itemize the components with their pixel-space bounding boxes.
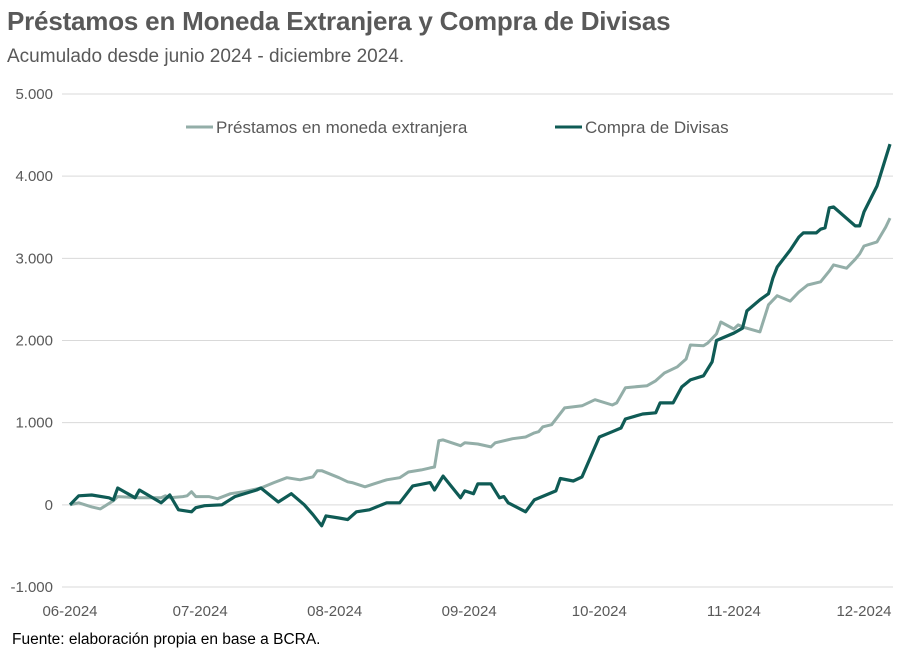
- y-tick-label: 4.000: [15, 168, 53, 185]
- y-axis-ticks: -1.000 0 1.000 2.000 3.000 4.000 5.000: [10, 86, 53, 596]
- series-line-prestamos: [69, 217, 892, 511]
- legend-label: Préstamos en moneda extranjera: [216, 118, 468, 137]
- y-tick-label: 0: [45, 497, 53, 514]
- x-tick-label: 07-2024: [173, 603, 228, 620]
- legend-label: Compra de Divisas: [585, 118, 729, 137]
- x-axis-ticks: 06-2024 07-2024 08-2024 09-2024 10-2024 11-20…: [42, 603, 891, 620]
- y-tick-label: -1.000: [10, 579, 53, 596]
- y-tick-label: 3.000: [15, 250, 53, 267]
- chart-subtitle: Acumulado desde junio 2024 - diciembre 2…: [7, 46, 405, 67]
- x-tick-label: 10-2024: [572, 603, 627, 620]
- x-tick-label: 08-2024: [307, 603, 362, 620]
- x-tick-label: 06-2024: [42, 603, 97, 620]
- series-line-compra-divisas: [68, 143, 892, 528]
- y-tick-label: 5.000: [15, 86, 53, 103]
- x-tick-label: 11-2024: [707, 603, 761, 620]
- source-note: Fuente: elaboración propia en base a BCR…: [12, 631, 321, 648]
- series-lines: [68, 143, 892, 528]
- chart-title: Préstamos en Moneda Extranjera y Compra …: [7, 6, 671, 36]
- legend: Préstamos en moneda extranjera Compra de …: [186, 118, 729, 137]
- gridlines: [62, 93, 893, 588]
- x-tick-label: 09-2024: [442, 603, 497, 620]
- y-tick-label: 2.000: [15, 333, 53, 350]
- y-tick-label: 1.000: [15, 415, 53, 432]
- x-tick-label: 12-2024: [836, 603, 891, 620]
